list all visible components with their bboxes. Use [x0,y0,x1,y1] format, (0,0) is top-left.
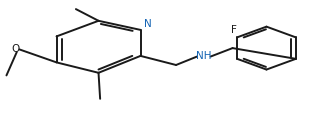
Text: O: O [11,44,19,54]
Text: F: F [231,25,237,35]
Text: NH: NH [196,51,211,61]
Text: N: N [144,19,151,29]
